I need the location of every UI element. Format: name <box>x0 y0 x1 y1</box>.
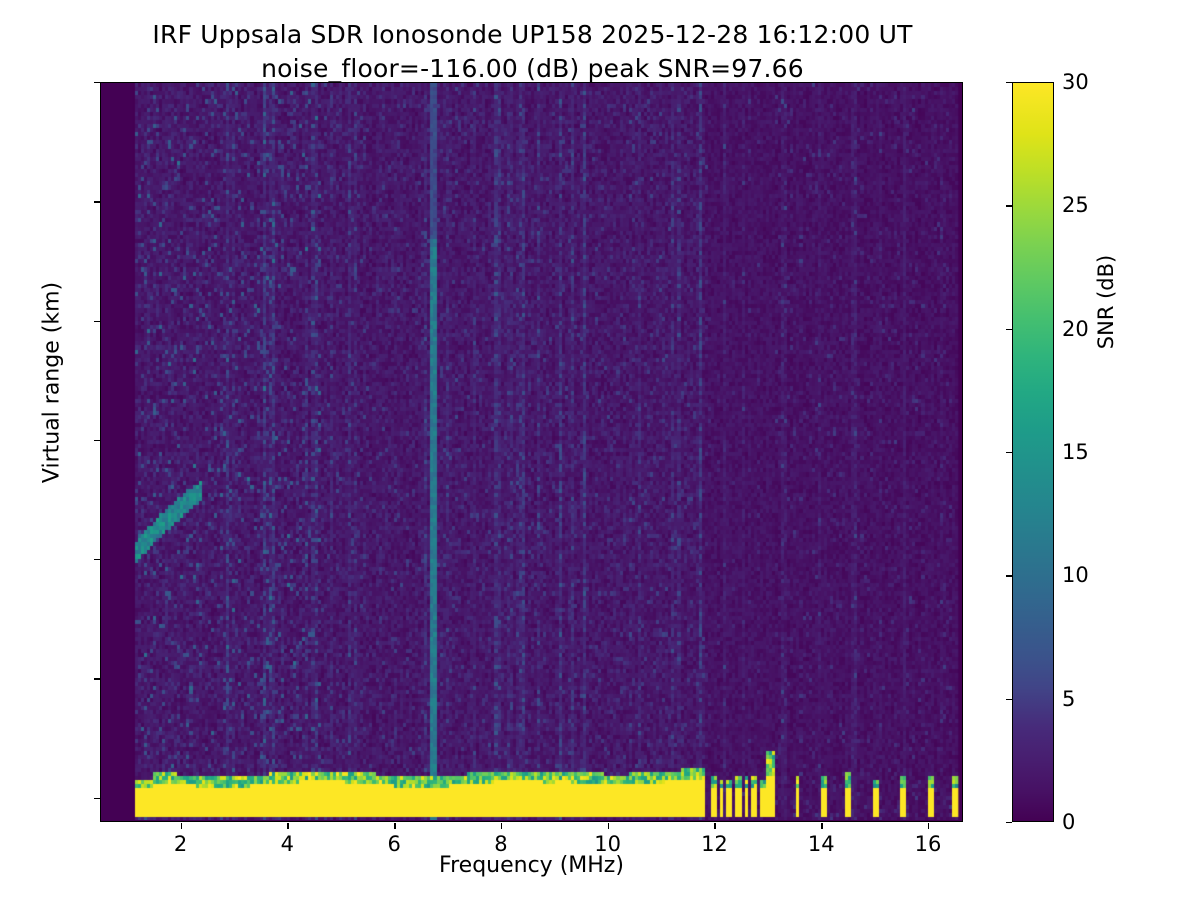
y-tick-mark <box>94 797 100 799</box>
x-tick-mark <box>287 823 289 829</box>
x-tick-label: 6 <box>387 832 401 856</box>
x-tick-mark <box>927 823 930 829</box>
colorbar-gradient <box>1012 82 1054 822</box>
x-tick-mark <box>821 823 823 829</box>
colorbar-tick-mark <box>1006 205 1012 207</box>
x-tick-mark <box>714 823 716 829</box>
x-tick-label: 12 <box>701 832 728 856</box>
y-tick-mark <box>94 201 100 203</box>
colorbar-tick-label: 15 <box>1062 440 1089 464</box>
colorbar-tick-mark <box>1006 575 1012 577</box>
title-line-1: IRF Uppsala SDR Ionosonde UP158 2025-12-… <box>152 20 913 49</box>
x-axis-label: Frequency (MHz) <box>439 853 624 878</box>
x-tick-label: 4 <box>280 832 295 856</box>
figure-title: IRF Uppsala SDR Ionosonde UP158 2025-12-… <box>0 18 1065 86</box>
y-tick-mark <box>94 439 100 442</box>
colorbar-tick-mark <box>1006 452 1012 454</box>
colorbar-tick-mark <box>1006 822 1012 824</box>
y-tick-mark <box>94 82 100 84</box>
x-tick-mark <box>607 823 610 829</box>
x-tick-mark <box>180 823 182 829</box>
x-tick-label: 10 <box>594 832 622 856</box>
x-tick-label: 2 <box>173 832 188 856</box>
colorbar-tick-label: 25 <box>1062 193 1089 218</box>
colorbar-tick-label: 5 <box>1062 686 1076 711</box>
colorbar-tick-label: 30 <box>1062 70 1089 94</box>
colorbar-tick-label: 20 <box>1062 316 1089 341</box>
colorbar-tick-mark <box>1006 328 1012 331</box>
colorbar-tick-mark <box>1006 82 1012 84</box>
colorbar-tick-label: 0 <box>1062 810 1076 834</box>
x-tick-label: 14 <box>807 832 835 856</box>
colorbar-label: SNR (dB) <box>1094 254 1118 350</box>
colorbar-tick-label: 10 <box>1062 563 1089 588</box>
ionogram-plot-area[interactable] <box>100 82 963 822</box>
x-tick-mark <box>500 823 503 829</box>
y-tick-mark <box>94 320 100 322</box>
x-tick-mark <box>394 823 396 829</box>
x-tick-label: 8 <box>494 832 508 856</box>
y-tick-mark <box>94 678 100 680</box>
ionogram-heatmap <box>101 83 961 820</box>
y-tick-mark <box>94 559 100 561</box>
x-tick-label: 16 <box>914 832 942 856</box>
colorbar-tick-mark <box>1006 698 1012 701</box>
title-line-2: noise_floor=-116.00 (dB) peak SNR=97.66 <box>261 54 804 83</box>
y-axis-label: Virtual range (km) <box>39 281 65 484</box>
